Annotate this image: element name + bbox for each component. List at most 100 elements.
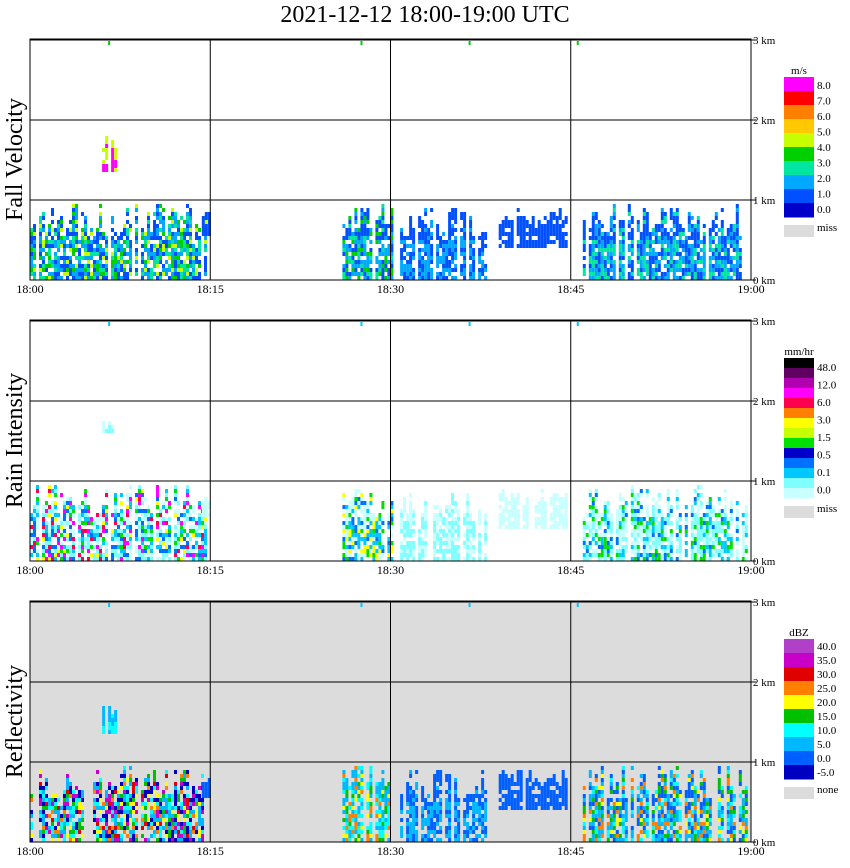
- echo-cell: [78, 272, 81, 276]
- echo-cell: [439, 517, 443, 521]
- echo-cell: [507, 517, 511, 521]
- echo-cell: [69, 790, 72, 794]
- echo-cell: [99, 248, 102, 252]
- echo-cell: [120, 834, 123, 838]
- echo-cell: [384, 834, 388, 838]
- echo-cell: [442, 549, 446, 553]
- echo-cell: [138, 497, 141, 501]
- echo-cell: [126, 513, 129, 517]
- echo-cell: [403, 248, 407, 252]
- echo-cell: [403, 521, 407, 525]
- echo-cell: [478, 252, 482, 256]
- echo-cell: [406, 276, 410, 280]
- echo-cell: [469, 264, 473, 268]
- echo-cell: [478, 256, 482, 260]
- echo-cell: [111, 140, 115, 144]
- echo-cell: [45, 513, 48, 517]
- echo-cell: [594, 509, 598, 513]
- echo-cell: [351, 264, 355, 268]
- echo-cell: [445, 509, 449, 513]
- echo-cell: [51, 533, 54, 537]
- echo-cell: [99, 782, 102, 786]
- echo-cell: [96, 513, 99, 517]
- echo-cell: [141, 806, 144, 810]
- echo-cell: [594, 224, 598, 228]
- echo-cell: [421, 814, 425, 818]
- echo-cell: [726, 557, 730, 561]
- colorbar-label: 48.0: [817, 362, 837, 374]
- echo-cell: [123, 545, 126, 549]
- echo-cell: [525, 521, 529, 525]
- echo-cell: [168, 232, 171, 236]
- echo-cell: [693, 521, 697, 525]
- echo-cell: [174, 541, 177, 545]
- echo-cell: [720, 557, 724, 561]
- echo-cell: [78, 818, 81, 822]
- echo-cell: [120, 236, 123, 240]
- echo-cell: [141, 549, 144, 553]
- colorbar-swatch: [784, 147, 814, 162]
- echo-cell: [384, 268, 388, 272]
- echo-cell: [387, 790, 391, 794]
- echo-cell: [484, 541, 488, 545]
- echo-cell: [654, 224, 658, 228]
- echo-cell: [156, 826, 159, 830]
- echo-cell: [735, 264, 739, 268]
- echo-cell: [636, 248, 640, 252]
- echo-cell: [378, 834, 382, 838]
- echo-cell: [597, 276, 601, 280]
- echo-cell: [387, 525, 391, 529]
- echo-cell: [75, 272, 78, 276]
- echo-cell: [378, 533, 382, 537]
- echo-cell: [78, 794, 81, 798]
- echo-cell: [42, 529, 45, 533]
- echo-cell: [436, 513, 440, 517]
- echo-cell: [33, 224, 36, 228]
- x-tick-label: 18:15: [197, 282, 224, 296]
- echo-cell: [439, 276, 443, 280]
- echo-cell: [177, 276, 180, 280]
- echo-cell: [463, 216, 467, 220]
- echo-cell: [723, 549, 727, 553]
- echo-cell: [666, 521, 670, 525]
- echo-cell: [114, 232, 117, 236]
- echo-cell: [342, 553, 346, 557]
- echo-cell: [418, 272, 422, 276]
- echo-cell: [366, 501, 370, 505]
- echo-cell: [522, 236, 526, 240]
- echo-cell: [600, 533, 604, 537]
- echo-cell: [345, 260, 349, 264]
- echo-cell: [720, 224, 724, 228]
- echo-cell: [741, 521, 745, 525]
- echo-cell: [421, 517, 425, 521]
- echo-cell: [69, 517, 72, 521]
- echo-cell: [360, 260, 364, 264]
- echo-cell: [387, 838, 391, 842]
- echo-cell: [81, 814, 84, 818]
- echo-cell: [708, 497, 712, 501]
- echo-cell: [708, 541, 712, 545]
- echo-cell: [711, 529, 715, 533]
- echo-cell: [54, 826, 57, 830]
- echo-cell: [81, 521, 84, 525]
- echo-cell: [403, 276, 407, 280]
- echo-cell: [696, 236, 700, 240]
- echo-cell: [424, 272, 428, 276]
- echo-cell: [445, 810, 449, 814]
- echo-cell: [102, 541, 105, 545]
- echo-cell: [699, 517, 703, 521]
- echo-cell: [690, 244, 694, 248]
- echo-cell: [93, 533, 96, 537]
- echo-cell: [466, 802, 470, 806]
- echo-cell: [387, 786, 391, 790]
- echo-cell: [192, 256, 195, 260]
- echo-cell: [51, 244, 54, 248]
- echo-cell: [451, 248, 455, 252]
- echo-cell: [342, 252, 346, 256]
- echo-cell: [42, 818, 45, 822]
- echo-cell: [150, 545, 153, 549]
- echo-cell: [384, 822, 388, 826]
- echo-cell: [708, 244, 712, 248]
- echo-cell: [642, 224, 646, 228]
- echo-cell: [201, 216, 205, 220]
